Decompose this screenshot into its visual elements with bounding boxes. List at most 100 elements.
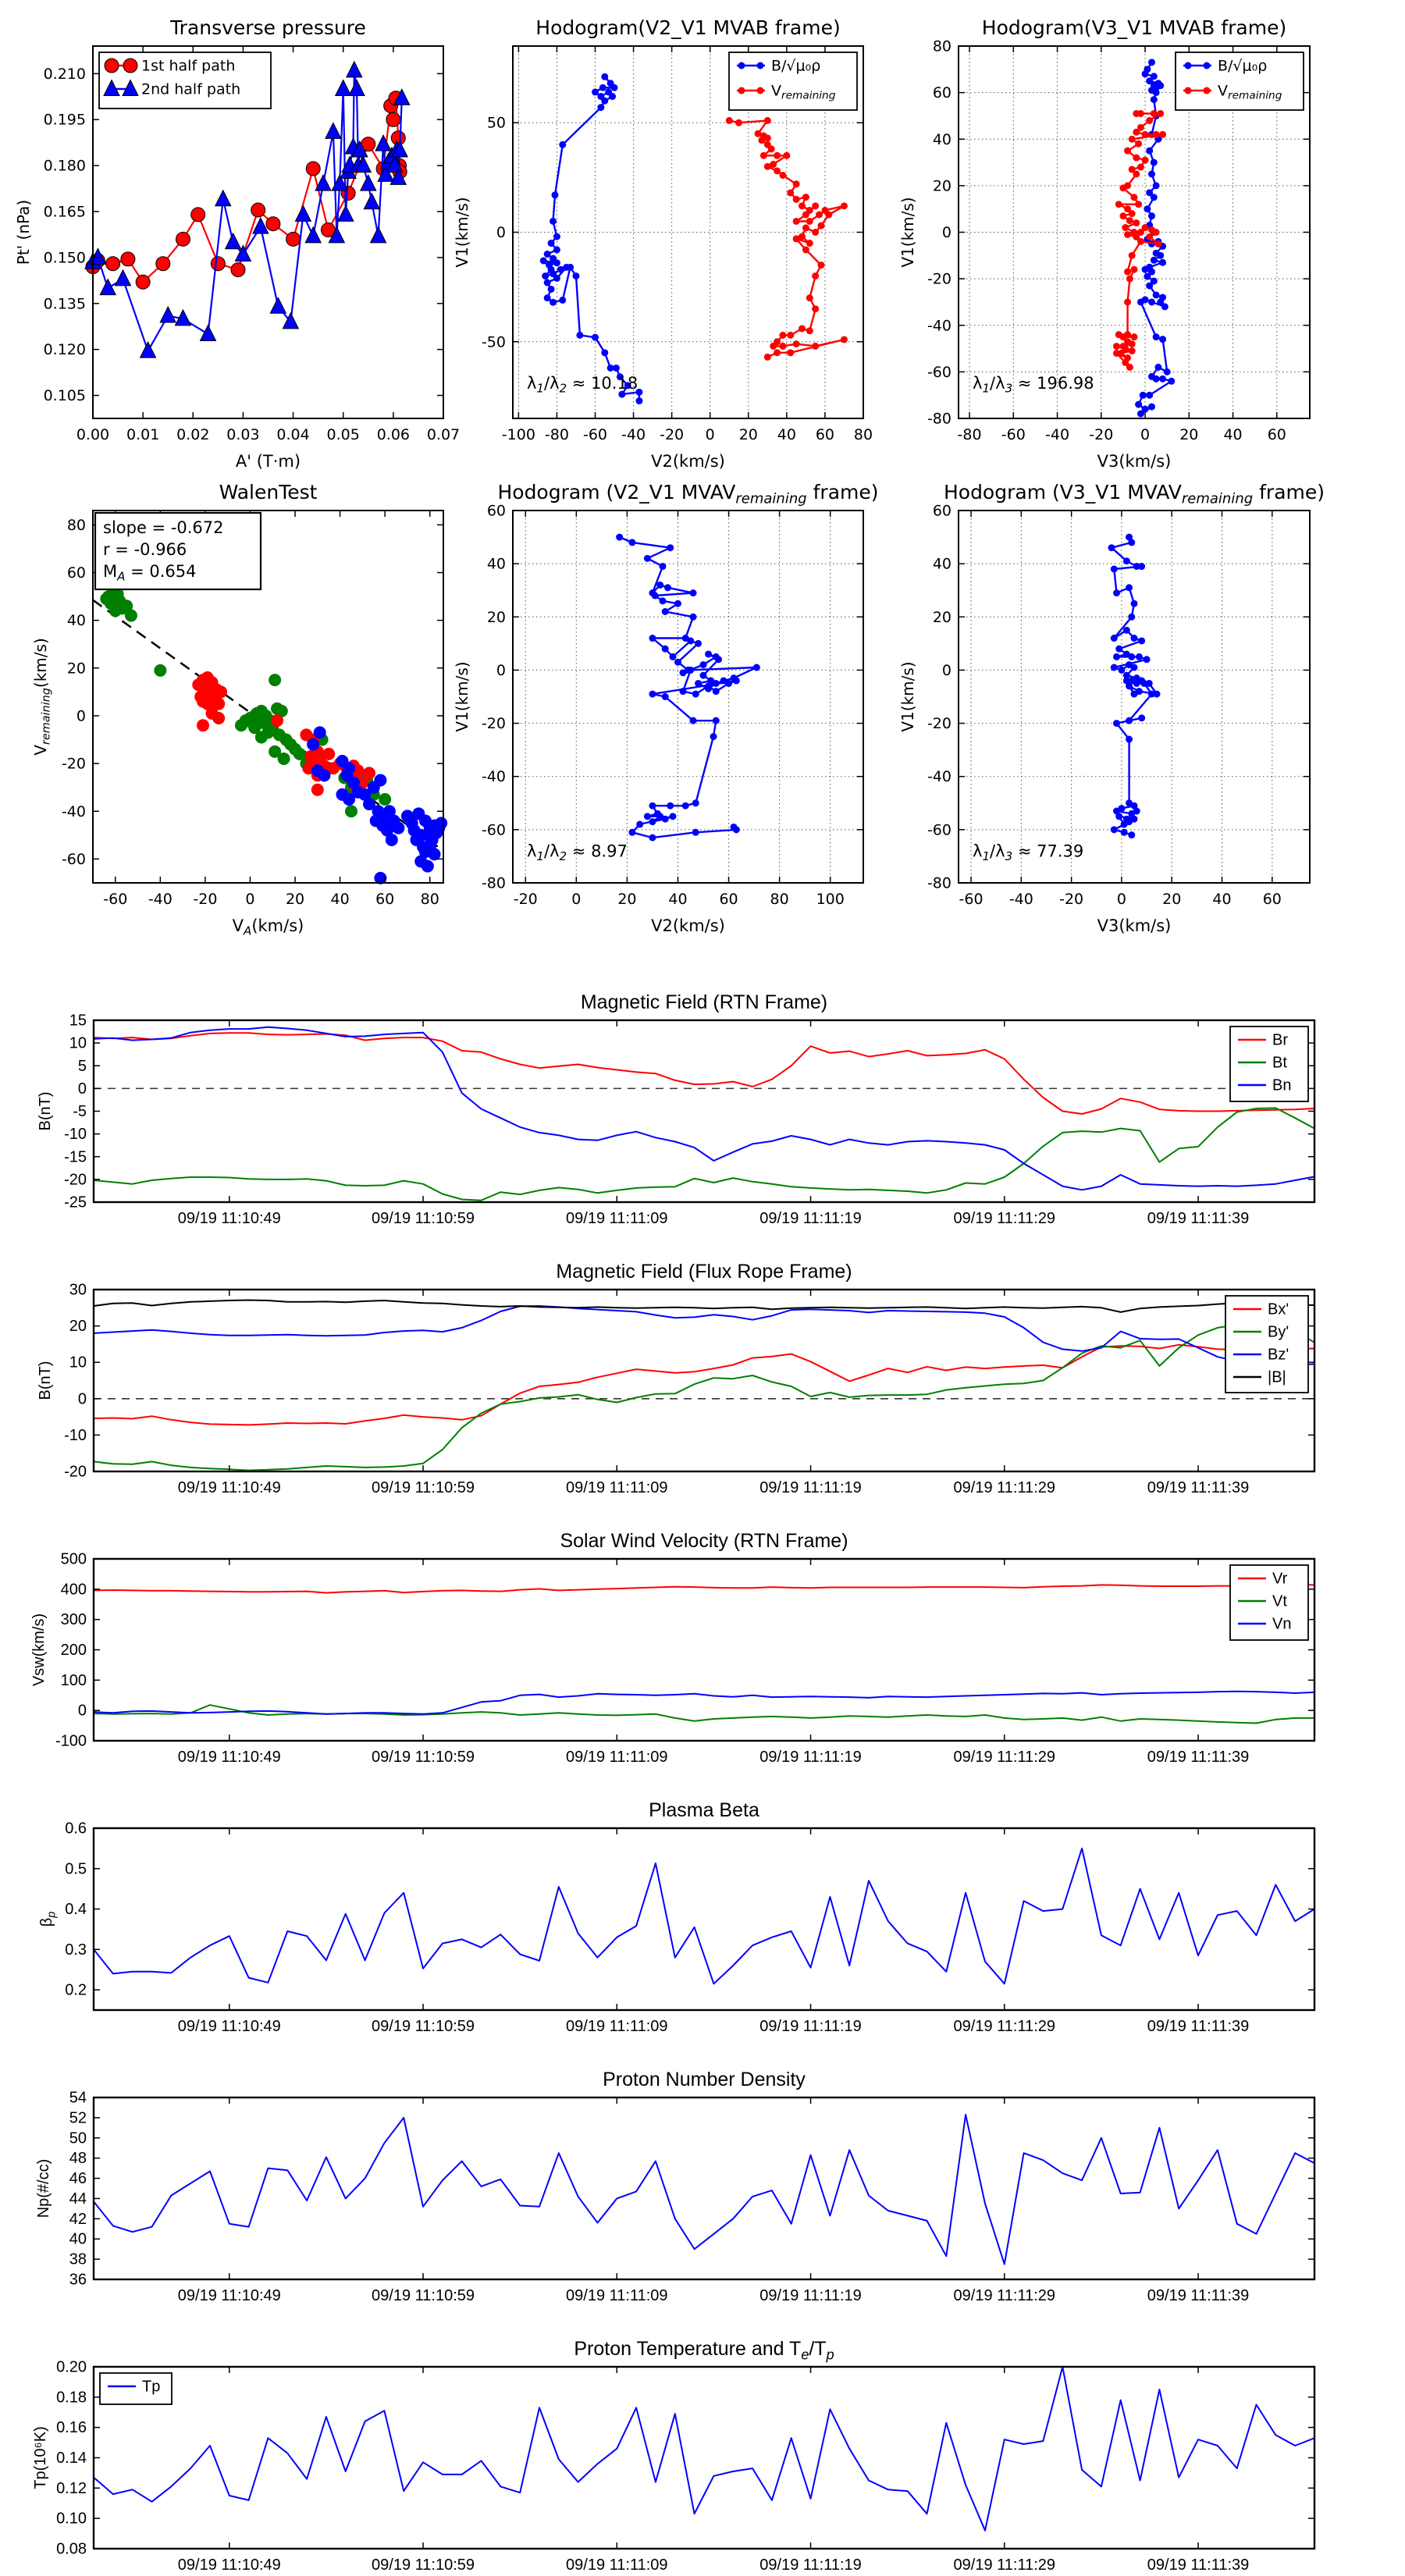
y-axis-label: Vsw(km/s) xyxy=(30,1614,48,1686)
x-tick-label: 09/19 11:11:29 xyxy=(954,2018,1056,2035)
axes-frame xyxy=(958,45,1311,419)
point-marker xyxy=(1128,613,1136,621)
point-marker xyxy=(1152,182,1160,190)
x-tick-label: 40 xyxy=(668,891,687,908)
point-marker xyxy=(1152,375,1160,382)
point-marker xyxy=(792,340,800,348)
point-marker xyxy=(1133,679,1140,687)
point-marker xyxy=(386,112,401,127)
info-box-line: MA = 0.654 xyxy=(103,562,197,584)
legend-box xyxy=(1229,1026,1309,1102)
x-tick-label: -20 xyxy=(660,426,684,443)
point-marker xyxy=(1124,205,1132,213)
legend-box xyxy=(1225,1295,1309,1393)
point-marker xyxy=(1157,251,1165,259)
point-marker xyxy=(628,539,636,546)
point-marker xyxy=(1128,347,1136,355)
triangle-marker xyxy=(214,189,232,207)
triangle-marker xyxy=(389,168,407,185)
point-marker xyxy=(628,828,636,836)
series-Vn xyxy=(93,1690,1315,1715)
point-marker xyxy=(681,802,689,809)
point-marker xyxy=(1136,109,1144,117)
series-Tp xyxy=(93,2366,1315,2532)
point-marker xyxy=(1110,664,1118,671)
chart-title: Magnetic Field (Flux Rope Frame) xyxy=(556,1261,852,1283)
point-marker xyxy=(1128,251,1136,259)
point-marker xyxy=(1150,256,1158,264)
point-marker xyxy=(802,246,809,254)
triangle-marker xyxy=(348,79,365,96)
point-marker xyxy=(599,84,606,91)
chart-plasma-beta: 09/19 11:10:49 09/19 11:10:59 09/19 11:11:… xyxy=(38,1799,1316,2035)
y-tick-label: -40 xyxy=(482,768,506,785)
point-marker xyxy=(1126,717,1133,724)
y-tick-label: 42 xyxy=(69,2211,87,2228)
point-marker xyxy=(1126,682,1133,690)
point-marker xyxy=(212,712,226,725)
point-marker xyxy=(806,294,813,302)
x-tick-label: -60 xyxy=(583,426,607,443)
x-tick-label: 0 xyxy=(706,426,715,443)
point-marker xyxy=(689,613,697,621)
point-marker xyxy=(124,609,137,622)
x-axis-label: VA(km/s) xyxy=(233,916,304,938)
y-tick-label: -60 xyxy=(927,364,951,381)
series-By' xyxy=(93,1323,1315,1471)
y-tick-label: 0 xyxy=(942,662,951,679)
x-tick-label: 100 xyxy=(816,891,845,908)
point-marker xyxy=(1163,368,1171,375)
point-marker xyxy=(1122,358,1129,366)
x-tick-label: 09/19 11:11:29 xyxy=(954,1210,1056,1227)
x-tick-label: 09/19 11:10:59 xyxy=(372,1749,475,1766)
x-tick-label: 09/19 11:11:29 xyxy=(954,1749,1056,1766)
point-marker xyxy=(730,823,738,831)
point-marker xyxy=(770,161,777,169)
legend-box xyxy=(728,52,858,111)
x-tick-label: 0.04 xyxy=(276,426,309,443)
point-marker xyxy=(624,382,631,390)
triangle-marker xyxy=(331,174,349,191)
y-tick-label: 500 xyxy=(61,1551,87,1568)
point-marker xyxy=(1144,205,1151,213)
point-marker xyxy=(1122,677,1130,685)
triangle-marker xyxy=(304,226,322,244)
point-marker xyxy=(806,327,813,335)
plot-area xyxy=(94,2097,1314,2279)
chart-title: Magnetic Field (RTN Frame) xyxy=(581,991,827,1013)
point-marker xyxy=(610,84,618,91)
point-marker xyxy=(210,256,226,272)
point-marker xyxy=(1144,272,1151,280)
point-marker xyxy=(1130,635,1138,642)
point-marker xyxy=(379,792,392,806)
point-marker xyxy=(1126,584,1133,592)
triangle-marker xyxy=(89,247,107,265)
chart-title: WalenTest xyxy=(219,481,318,503)
point-marker xyxy=(592,88,599,96)
y-tick-label: 52 xyxy=(69,2109,87,2126)
point-marker xyxy=(667,544,674,552)
legend-label: Bn xyxy=(1272,1077,1291,1094)
point-marker xyxy=(105,256,121,272)
point-marker xyxy=(1130,802,1138,809)
triangle-marker xyxy=(139,341,157,358)
point-marker xyxy=(135,274,151,290)
y-tick-label: 0.165 xyxy=(44,204,86,221)
plot-area xyxy=(94,2367,1314,2549)
x-axis-label: V3(km/s) xyxy=(1097,916,1172,935)
legend-label: By' xyxy=(1268,1324,1289,1341)
point-marker xyxy=(382,805,396,818)
x-tick-label: 09/19 11:11:39 xyxy=(1147,1479,1250,1496)
point-marker xyxy=(802,224,809,232)
y-tick-label: 5 xyxy=(78,1058,87,1075)
point-marker xyxy=(251,202,266,218)
y-tick-label: -20 xyxy=(64,1171,87,1188)
point-marker xyxy=(802,211,809,219)
point-marker xyxy=(1130,664,1138,671)
y-tick-label: 0.210 xyxy=(44,66,86,83)
point-marker xyxy=(792,235,800,243)
point-marker xyxy=(1113,807,1120,815)
point-marker xyxy=(1141,130,1149,138)
x-tick-label: 09/19 11:11:19 xyxy=(759,2018,862,2035)
legend-label: Vremaining xyxy=(1218,83,1282,102)
